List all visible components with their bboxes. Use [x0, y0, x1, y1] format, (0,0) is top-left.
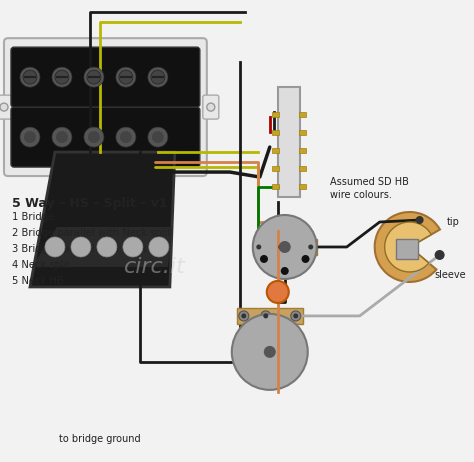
Circle shape [116, 67, 136, 87]
Circle shape [56, 131, 68, 143]
Circle shape [306, 242, 316, 252]
Text: sleeve: sleeve [435, 270, 466, 280]
Text: 3 Bridge parallel with Neck HB: 3 Bridge parallel with Neck HB [12, 244, 164, 254]
Bar [299, 130, 306, 135]
FancyBboxPatch shape [4, 38, 207, 176]
Circle shape [308, 244, 313, 249]
Circle shape [260, 255, 268, 263]
Circle shape [301, 255, 310, 263]
Circle shape [23, 70, 37, 84]
FancyBboxPatch shape [11, 47, 200, 107]
Circle shape [84, 127, 104, 147]
Circle shape [20, 127, 40, 147]
FancyBboxPatch shape [0, 95, 12, 119]
FancyBboxPatch shape [11, 107, 200, 167]
Circle shape [55, 70, 69, 84]
Bar [299, 148, 306, 153]
Bar [299, 112, 306, 117]
Circle shape [291, 311, 301, 321]
Circle shape [151, 70, 165, 84]
Circle shape [0, 103, 8, 111]
Bar [237, 308, 303, 324]
Circle shape [84, 67, 104, 87]
Circle shape [71, 237, 91, 257]
Bar [272, 148, 279, 153]
Circle shape [88, 131, 100, 143]
Circle shape [281, 267, 289, 275]
Circle shape [293, 313, 298, 318]
FancyBboxPatch shape [278, 87, 300, 197]
Circle shape [52, 67, 72, 87]
Circle shape [278, 244, 283, 249]
Circle shape [416, 216, 424, 224]
Bar [299, 166, 306, 171]
Circle shape [119, 70, 133, 84]
Circle shape [148, 127, 168, 147]
Text: to bridge ground: to bridge ground [59, 434, 141, 444]
Circle shape [261, 311, 271, 321]
Circle shape [116, 127, 136, 147]
FancyBboxPatch shape [203, 95, 219, 119]
Circle shape [148, 67, 168, 87]
Circle shape [232, 314, 308, 390]
Circle shape [20, 67, 40, 87]
Circle shape [435, 250, 445, 260]
Circle shape [87, 70, 101, 84]
Text: 5 Way – HS – Split – v1: 5 Way – HS – Split – v1 [12, 197, 167, 210]
Text: Assumed SD HB: Assumed SD HB [330, 177, 409, 187]
Circle shape [239, 311, 249, 321]
Circle shape [120, 131, 132, 143]
Circle shape [149, 237, 169, 257]
Bar [272, 184, 279, 189]
Bar [253, 239, 317, 255]
Bar [272, 130, 279, 135]
Circle shape [267, 281, 289, 303]
Circle shape [24, 131, 36, 143]
Circle shape [45, 237, 65, 257]
Text: wire colours.: wire colours. [330, 190, 392, 200]
Text: circ.it: circ.it [124, 257, 186, 277]
Wedge shape [374, 212, 440, 282]
Circle shape [97, 237, 117, 257]
Text: 4 Neck split: 4 Neck split [12, 260, 71, 270]
Text: 1 Bridge: 1 Bridge [12, 212, 54, 222]
Circle shape [207, 103, 215, 111]
Circle shape [253, 215, 317, 279]
Circle shape [263, 313, 268, 318]
Wedge shape [385, 222, 431, 272]
Bar [396, 239, 418, 259]
Polygon shape [32, 227, 173, 267]
Bar [272, 112, 279, 117]
Circle shape [264, 346, 276, 358]
Circle shape [279, 241, 291, 253]
Text: 2 Bridge parallel with Neck split: 2 Bridge parallel with Neck split [12, 228, 172, 238]
Text: 5 Neck HB: 5 Neck HB [12, 276, 64, 286]
Circle shape [152, 131, 164, 143]
Circle shape [276, 242, 286, 252]
Polygon shape [30, 152, 175, 287]
Circle shape [52, 127, 72, 147]
Circle shape [256, 244, 261, 249]
Bar [272, 166, 279, 171]
Circle shape [241, 313, 246, 318]
Circle shape [254, 242, 264, 252]
Circle shape [123, 237, 143, 257]
Text: tip: tip [447, 217, 459, 227]
Bar [299, 184, 306, 189]
